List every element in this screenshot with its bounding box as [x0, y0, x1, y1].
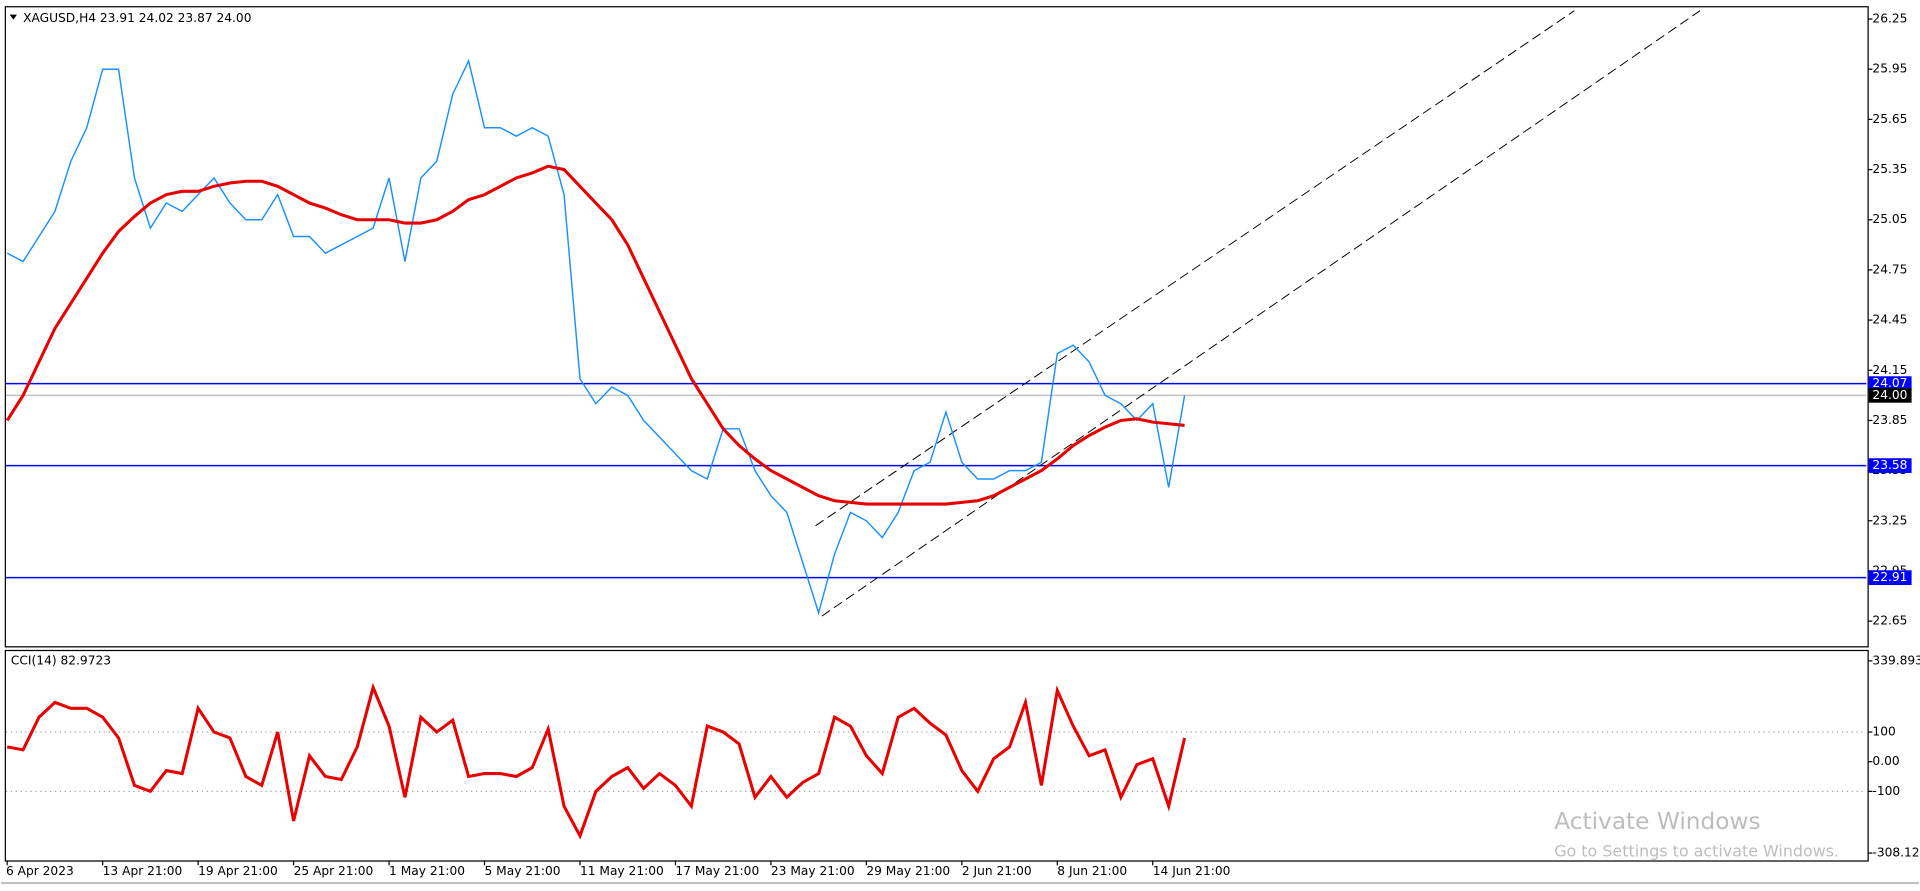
chart-title: XAGUSD,H4 23.91 24.02 23.87 24.00 — [23, 11, 251, 25]
price-label-box — [1868, 458, 1912, 473]
indicator-title: CCI(14) 82.9723 — [11, 653, 111, 667]
x-tick-label: 25 Apr 21:00 — [294, 864, 374, 878]
x-tick-label: 19 Apr 21:00 — [198, 864, 278, 878]
trendline — [821, 10, 1701, 617]
y-tick-label: 25.65 — [1872, 112, 1907, 126]
cci-panel — [4, 649, 1869, 862]
y-tick-label: 24.45 — [1872, 313, 1907, 327]
x-tick-label: 13 Apr 21:00 — [103, 864, 183, 878]
price-label-box — [1868, 570, 1912, 585]
y-tick-label: 100 — [1872, 725, 1895, 739]
y-tick-label: -100 — [1872, 784, 1900, 798]
price-label: 23.58 — [1872, 458, 1907, 472]
y-tick-label: 24.15 — [1872, 363, 1907, 377]
y-tick-label: 26.25 — [1872, 12, 1907, 26]
y-tick-label: 23.85 — [1872, 413, 1907, 427]
indicator-line — [6, 682, 1187, 840]
x-tick-label: 17 May 21:00 — [675, 864, 759, 878]
y-tick-label: 22.65 — [1872, 614, 1907, 628]
price-label-box — [1868, 388, 1912, 403]
x-tick-label: 23 May 21:00 — [771, 864, 855, 878]
x-tick-label: 29 May 21:00 — [866, 864, 950, 878]
y-tick-label: 339.893 — [1872, 653, 1920, 667]
x-tick-label: 14 Jun 21:00 — [1153, 864, 1231, 878]
x-tick-label: 2 Jun 21:00 — [962, 864, 1032, 878]
x-tick-label: 1 May 21:00 — [389, 864, 465, 878]
x-tick-label: 6 Apr 2023 — [6, 864, 74, 878]
x-tick-label: 11 May 21:00 — [580, 864, 664, 878]
y-tick-label: -308.127 — [1872, 846, 1920, 860]
price-label-box — [1868, 376, 1912, 391]
x-tick-label: 8 Jun 21:00 — [1057, 864, 1127, 878]
indicator-line — [5, 164, 1185, 506]
price-label: 24.00 — [1872, 388, 1907, 402]
trendline — [815, 10, 1575, 527]
y-tick-label: 25.05 — [1872, 212, 1907, 226]
price-label: 22.91 — [1872, 570, 1907, 584]
y-tick-label: 23.25 — [1872, 513, 1907, 527]
watermark-text: Go to Settings to activate Windows. — [1554, 841, 1839, 860]
y-tick-label: 25.35 — [1872, 162, 1907, 176]
price-label: 24.07 — [1872, 376, 1907, 390]
y-tick-label: 24.75 — [1872, 262, 1907, 276]
menu-arrow — [9, 14, 17, 20]
y-tick-label: 25.95 — [1872, 62, 1907, 76]
x-tick-label: 5 May 21:00 — [485, 864, 561, 878]
watermark-title: Activate Windows — [1554, 808, 1760, 835]
y-tick-label: 0.00 — [1872, 754, 1899, 768]
price-panel — [4, 6, 1869, 648]
